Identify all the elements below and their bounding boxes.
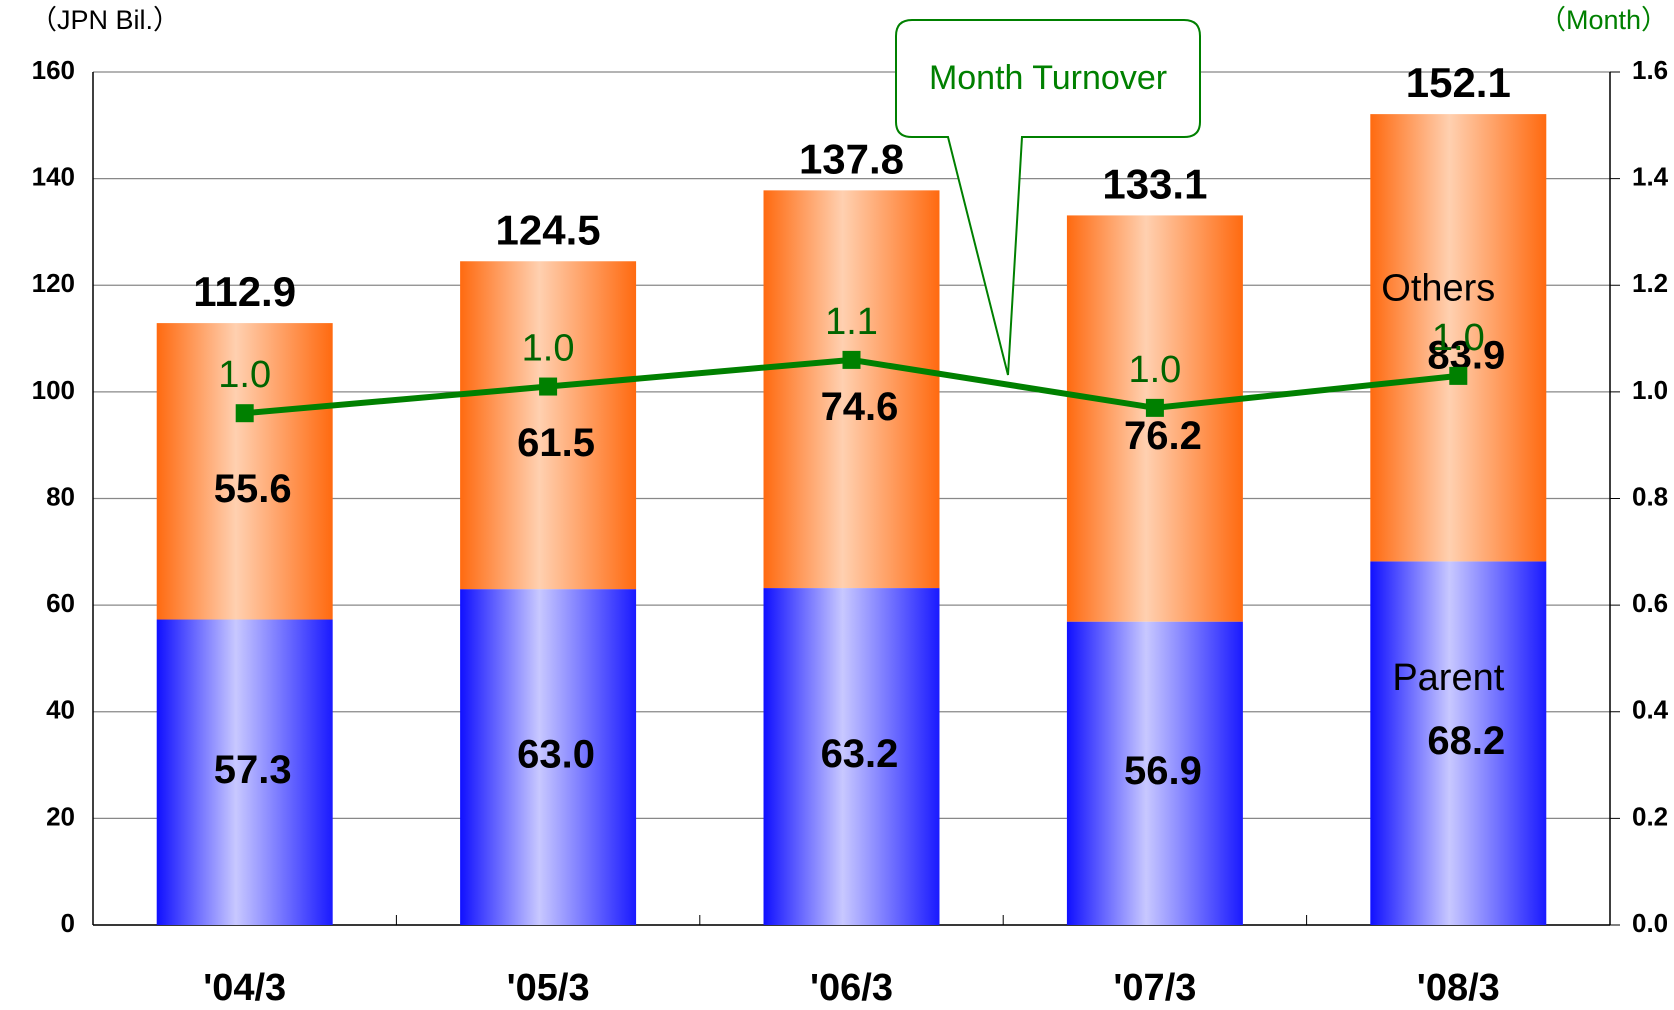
y-tick-label: 100: [32, 375, 75, 405]
total-label: 137.8: [799, 135, 904, 182]
y2-tick-label: 0.2: [1632, 801, 1668, 831]
line-value-label: 1.0: [1128, 349, 1181, 391]
segment-label: 56.9: [1124, 749, 1202, 793]
segment-label: 55.6: [214, 467, 292, 511]
y2-tick-label: 1.2: [1632, 268, 1668, 298]
line-marker: [842, 350, 861, 369]
segment-label: 76.2: [1124, 414, 1202, 458]
line-value-label: 1.0: [1432, 317, 1485, 359]
callout-box: [895, 19, 1201, 376]
line-value-label: 1.0: [522, 328, 575, 370]
segment-label: 57.3: [214, 748, 292, 792]
bar-segment: [1066, 621, 1243, 925]
total-label: 133.1: [1102, 161, 1207, 208]
y2-tick-label: 0.0: [1632, 908, 1668, 938]
y2-tick-label: 0.8: [1632, 481, 1668, 511]
line-marker: [235, 404, 254, 423]
bar-segment: [1066, 215, 1243, 622]
x-tick-label: '04/3: [203, 967, 286, 1009]
plot-area: 0 20 40 60 80 100 120 140 160 0.0 0.2 0.4 0.6 0.8 1.0 1…: [32, 55, 1669, 1009]
x-tick-label: '08/3: [1417, 967, 1500, 1009]
y-tick-label: 140: [32, 162, 75, 192]
y-tick-label: 20: [46, 801, 75, 831]
line-marker: [1449, 366, 1468, 385]
bar-segment: [1370, 114, 1547, 562]
series-label: Parent: [1392, 657, 1504, 699]
line-marker: [1145, 398, 1164, 417]
y2-tick-label: 1.0: [1632, 375, 1668, 405]
bar-segment: [460, 261, 637, 590]
y-tick-label: 40: [46, 695, 75, 725]
bar-segment: [156, 323, 333, 620]
x-tick-label: '05/3: [507, 967, 590, 1009]
callout: Month Turnover: [895, 19, 1201, 376]
segment-label: 74.6: [821, 385, 899, 429]
line-marker: [539, 377, 558, 396]
y-axis-label: （JPN Bil.）: [30, 5, 180, 35]
series-label: Others: [1381, 268, 1495, 310]
y2-tick-label: 0.6: [1632, 588, 1668, 618]
total-label: 124.5: [496, 206, 601, 253]
segment-label: 61.5: [517, 421, 595, 465]
y2-tick-label: 0.4: [1632, 695, 1669, 725]
y-tick-label: 160: [32, 55, 75, 85]
bar-segment: [763, 190, 940, 589]
segment-label: 63.0: [517, 733, 595, 777]
bar-segment: [460, 589, 637, 925]
y-tick-label: 120: [32, 268, 75, 298]
bar-segment: [763, 588, 940, 925]
y2-tick-label: 1.6: [1632, 55, 1668, 85]
y2-axis-label: （Month）: [1539, 5, 1668, 35]
line-series-label: Month Turnover: [929, 59, 1167, 97]
line-value-label: 1.1: [825, 301, 878, 343]
total-label: 152.1: [1406, 59, 1511, 106]
segment-label: 63.2: [821, 732, 899, 776]
total-label: 112.9: [193, 268, 296, 315]
y2-tick-label: 1.4: [1632, 162, 1669, 192]
bar-segment: [156, 619, 333, 925]
y-tick-label: 80: [46, 481, 75, 511]
segment-label: 68.2: [1427, 719, 1505, 763]
x-tick-label: '06/3: [810, 967, 893, 1009]
y-tick-label: 60: [46, 588, 75, 618]
x-tick-label: '07/3: [1113, 967, 1196, 1009]
bar-segment: [1370, 561, 1547, 925]
line-value-label: 1.0: [218, 354, 271, 396]
y-tick-label: 0: [61, 908, 75, 938]
